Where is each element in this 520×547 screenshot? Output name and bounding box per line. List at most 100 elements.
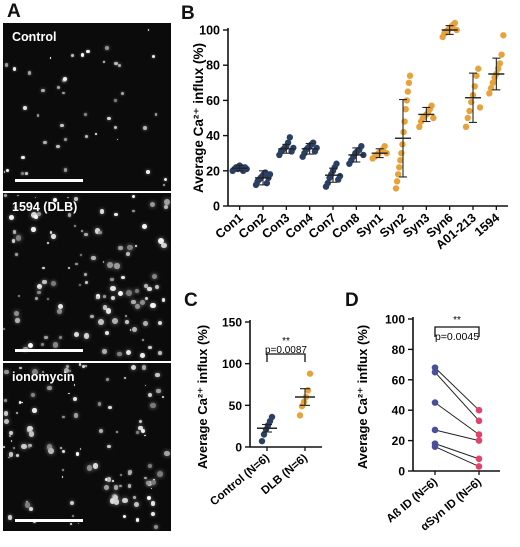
fluorescent-spot <box>67 213 71 217</box>
fluorescent-spot <box>144 284 149 289</box>
fluorescent-spot <box>15 235 22 242</box>
fluorescent-spot <box>139 299 146 306</box>
fluorescent-spot <box>91 255 96 261</box>
fluorescent-spot <box>157 471 163 477</box>
fluorescent-spot <box>150 402 156 409</box>
fluorescent-spot <box>106 377 110 381</box>
fluorescent-spot <box>98 230 102 234</box>
fluorescent-spot <box>153 524 158 529</box>
data-point <box>324 179 331 187</box>
fluorescent-spot <box>105 478 109 482</box>
fluorescent-spot <box>126 290 133 297</box>
fluorescent-spot <box>125 315 127 317</box>
fluorescent-spot <box>79 448 82 450</box>
fluorescent-spot <box>15 318 20 323</box>
fluorescent-spot <box>141 365 147 371</box>
fluorescent-spot <box>139 353 145 358</box>
fluorescent-spot <box>113 126 118 130</box>
fluorescent-spot <box>35 296 39 300</box>
fluorescent-spot <box>131 327 138 333</box>
fluorescent-spot <box>61 469 64 471</box>
fluorescent-spot <box>150 487 153 490</box>
fluorescent-spot <box>14 252 18 256</box>
fluorescent-spot <box>61 476 64 478</box>
fluorescent-spot <box>83 273 87 277</box>
fluorescent-spot <box>27 35 30 38</box>
fluorescent-spot <box>18 401 22 404</box>
ionomycin-micrograph: ionomycin <box>3 363 171 531</box>
fluorescent-spot <box>41 371 44 373</box>
pair-line <box>434 371 480 422</box>
fluorescent-spot <box>75 263 78 266</box>
fluorescent-spot <box>150 501 156 506</box>
fluorescent-spot <box>7 456 10 459</box>
data-point <box>309 139 317 146</box>
data-point <box>416 123 423 130</box>
data-point <box>300 398 308 406</box>
data-point <box>313 144 320 152</box>
panel-label-a: A <box>7 1 21 22</box>
fluorescent-spot <box>83 232 88 237</box>
fluorescent-spot <box>86 49 90 53</box>
fluorescent-spot <box>79 283 82 286</box>
fluorescent-spot <box>3 411 9 416</box>
fluorescent-spot <box>120 91 124 95</box>
fluorescent-spot <box>71 54 75 58</box>
fluorescent-spot <box>164 450 170 456</box>
data-point <box>486 90 493 97</box>
fluorescent-spot <box>82 365 86 369</box>
data-point <box>405 79 413 87</box>
fluorescent-spot <box>161 395 164 398</box>
fluorescent-spot <box>110 295 115 300</box>
data-point <box>475 406 483 414</box>
fluorescent-spot <box>157 320 163 326</box>
data-point <box>394 171 402 178</box>
fluorescent-spot <box>117 63 122 68</box>
fluorescent-spot <box>110 277 114 281</box>
fluorescent-spot <box>146 495 152 501</box>
data-point <box>451 19 459 27</box>
y-axis-label: Average Ca²⁺ influx (%) <box>195 325 210 469</box>
fluorescent-spot <box>94 228 101 234</box>
fluorescent-spot <box>124 377 127 380</box>
fluorescent-spot <box>134 244 138 248</box>
fluorescent-spot <box>74 196 79 201</box>
y-axis-label: Average Ca²⁺ influx (%) <box>191 43 206 193</box>
data-point <box>306 370 314 377</box>
fluorescent-spot <box>118 245 123 251</box>
fluorescent-spot <box>52 342 59 348</box>
fluorescent-spot <box>151 55 155 59</box>
fluorescent-spot <box>162 184 165 187</box>
fluorescent-spot <box>25 501 29 504</box>
data-point <box>260 431 268 438</box>
fluorescent-spot <box>3 328 6 331</box>
fluorescent-spot <box>73 413 79 418</box>
fluorescent-spot <box>129 329 132 331</box>
fluorescent-spot <box>4 369 9 375</box>
fluorescent-spot <box>12 230 17 234</box>
fluorescent-spot <box>150 303 156 309</box>
fluorescent-spot <box>146 170 151 174</box>
fluorescent-spot <box>59 446 63 450</box>
fluorescent-spot <box>94 133 97 136</box>
fluorescent-spot <box>164 205 168 210</box>
y-tick-label: 20 <box>392 434 406 448</box>
fluorescent-spot <box>63 77 68 82</box>
fluorescent-spot <box>63 167 68 172</box>
fluorescent-spot <box>36 284 42 290</box>
fluorescent-spot <box>4 398 8 402</box>
data-point <box>431 368 439 376</box>
panel-label-d: D <box>345 290 359 311</box>
scale-bar <box>15 179 83 182</box>
data-point <box>431 426 439 434</box>
data-point <box>403 97 410 104</box>
fluorescent-spot <box>114 61 118 65</box>
micrograph-label: Control <box>12 30 57 44</box>
data-point <box>475 65 482 72</box>
y-tick-label: 0 <box>398 465 405 479</box>
data-point <box>489 79 497 87</box>
significance-stars: ** <box>282 336 290 347</box>
fluorescent-spot <box>41 88 45 93</box>
data-point <box>500 32 507 39</box>
